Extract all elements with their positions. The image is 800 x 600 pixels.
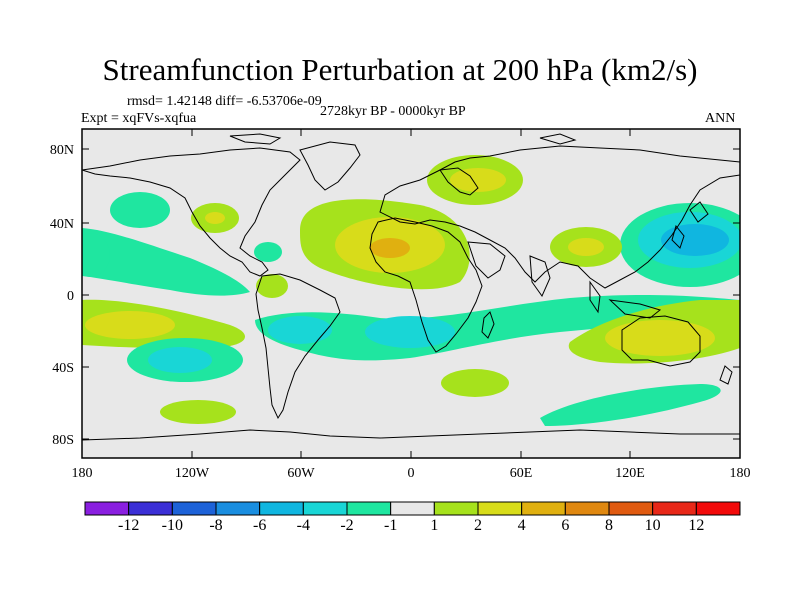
anomaly-south-indian (441, 369, 509, 397)
lon-tick-label: 60W (287, 466, 315, 481)
colorbar-swatch (390, 501, 435, 516)
experiment-label: Expt = xqFVs-xqfua (81, 111, 197, 126)
anomaly-australia-core (605, 320, 715, 356)
anomaly-southern-ocean (540, 384, 721, 426)
colorbar-label: 1 (430, 517, 439, 534)
colorbar-label: 6 (561, 517, 570, 534)
contour-fills (82, 155, 740, 426)
colorbar-swatch (302, 501, 348, 516)
anomaly-dateline-north (82, 233, 110, 277)
lon-tick-label: 0 (407, 466, 415, 481)
colorbar-swatch (433, 501, 479, 516)
colorbar-label: -1 (383, 517, 398, 534)
anomaly-scandinavia-core (450, 168, 506, 192)
anomaly-south-america-north (256, 274, 288, 298)
colorbar-label: 2 (474, 517, 482, 534)
colorbar-label: -6 (252, 517, 267, 534)
anomaly-southern-band (255, 294, 740, 361)
colorbar-label: 10 (644, 517, 661, 534)
anomaly-hl-southeast-pacific (160, 400, 236, 424)
colorbar-swatch (608, 501, 654, 516)
colorbar-swatch (477, 501, 523, 516)
colorbar-label: 4 (517, 517, 526, 534)
anomaly-se-pacific-core (85, 311, 175, 339)
colorbar-swatch (171, 501, 217, 516)
anomaly-npac-core (661, 224, 729, 256)
lat-tick-label: 0 (67, 289, 74, 304)
chart-title: Streamfunction Perturbation at 200 hPa (… (102, 52, 698, 87)
colorbar-label: 12 (688, 517, 705, 534)
period-label: 2728kyr BP - 0000kyr BP (320, 104, 466, 119)
lat-tick-label: 40N (49, 217, 74, 232)
colorbar-swatch (564, 501, 610, 516)
anomaly-ene-pacific (110, 192, 170, 228)
colorbar (84, 501, 741, 516)
coastlines (82, 133, 740, 441)
anomaly-south-africa-core (365, 316, 455, 348)
axis-ticks (81, 129, 741, 458)
colorbar-swatch (128, 501, 173, 516)
lat-tick-label: 80S (52, 433, 74, 448)
anomaly-caribbean (254, 242, 282, 262)
lon-tick-label: 120E (615, 466, 645, 481)
colorbar-label: -2 (340, 517, 354, 534)
anomaly-central-asia-core (568, 238, 604, 256)
colorbar-swatch (652, 501, 697, 516)
anomaly-tropical-pacific (82, 228, 250, 296)
colorbar-swatch (695, 501, 741, 516)
colorbar-label: -8 (209, 517, 223, 534)
colorbar-label: 8 (605, 517, 613, 534)
anomaly-south-pacific-core (148, 347, 212, 373)
anomaly-atlantic-core (370, 238, 410, 258)
lon-tick-label: 120W (174, 466, 210, 481)
anomaly-south-atlantic-core (268, 316, 332, 344)
colorbar-swatch (215, 501, 261, 516)
lon-tick-label: 180 (729, 466, 751, 481)
colorbar-label: -4 (296, 517, 310, 534)
colorbar-swatch (259, 501, 304, 516)
lon-tick-label: 60E (509, 466, 533, 481)
colorbar-swatch (346, 501, 392, 516)
rmsd-diff-stats: rmsd= 1.42148 diff= -6.53706e-09 (127, 94, 322, 109)
anomaly-north-america-core (205, 212, 225, 224)
colorbar-swatch (521, 501, 566, 516)
colorbar-label: -12 (117, 517, 140, 534)
colorbar-label: -10 (161, 517, 183, 534)
lat-tick-label: 80N (49, 143, 74, 158)
lat-tick-label: 40S (52, 361, 74, 376)
lon-tick-label: 180 (71, 466, 93, 481)
season-label: ANN (705, 111, 736, 126)
colorbar-swatch (84, 501, 130, 516)
